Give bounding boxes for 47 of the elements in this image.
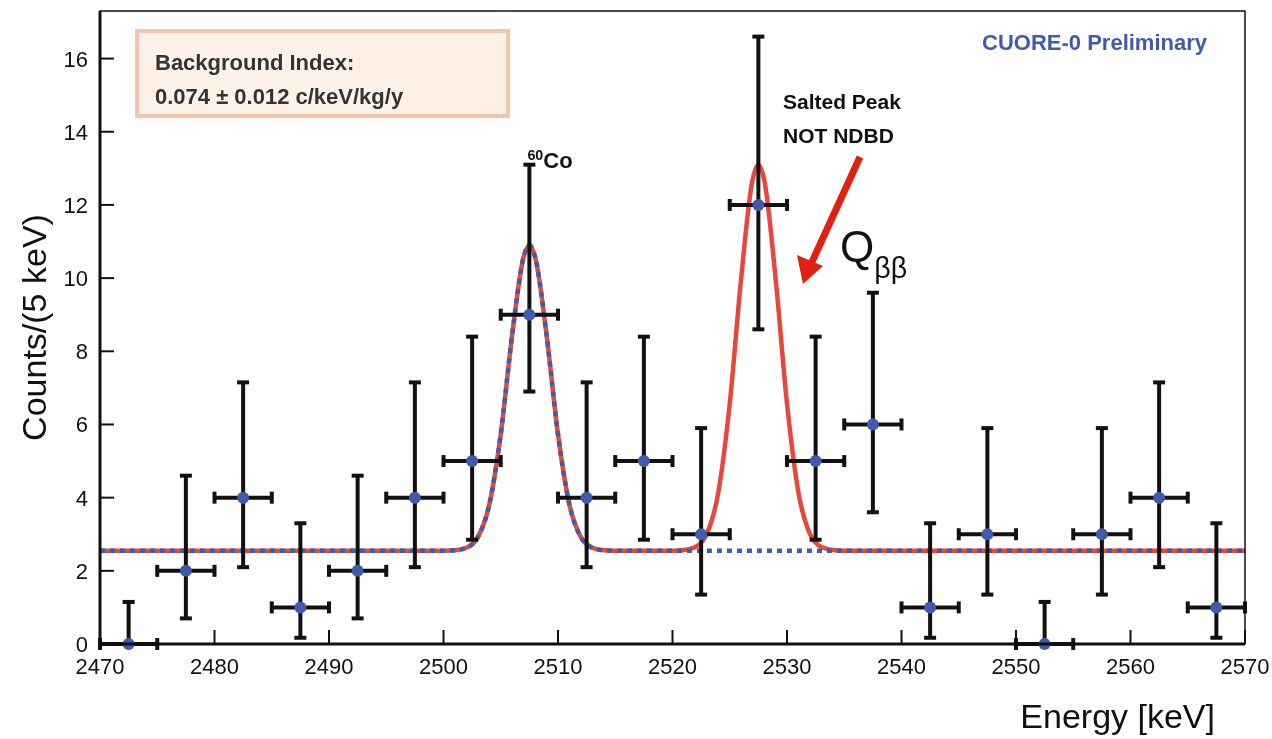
point [1153,491,1166,504]
point [1210,601,1223,614]
point [237,491,250,504]
x-tick-label: 2560 [1106,654,1155,679]
y-axis-title: Counts/(5 keV) [15,214,53,441]
x-tick-label: 2510 [533,654,583,679]
y-tick-label: 14 [63,119,88,145]
point [179,564,192,577]
annotation: Background Index: [155,50,355,75]
point [809,455,822,468]
x-tick-label: 2480 [190,654,239,679]
annotation: NOT NDBD [783,124,894,147]
y-tick-label: 2 [75,558,88,584]
point [695,528,708,541]
y-tick-label: 8 [75,339,88,365]
x-tick-label: 2570 [1220,654,1270,679]
point [866,418,879,431]
x-tick-label: 2530 [762,654,812,679]
point [1095,528,1108,541]
y-tick-label: 6 [75,412,88,438]
y-tick-label: 16 [63,46,88,72]
x-tick-label: 2490 [304,654,354,679]
x-tick-label: 2550 [991,654,1041,679]
point [924,601,937,614]
annotation: Q$_{ββ}$ [840,222,908,284]
point [523,308,536,321]
y-tick-label: 12 [63,192,88,218]
y-tick-label: 4 [75,485,88,511]
x-axis-title: Energy [keV] [1020,697,1215,735]
point [752,198,765,211]
point [466,455,479,468]
y-tick-label: 0 [75,632,88,657]
point [351,564,364,577]
point [580,491,593,504]
y-tick-label: 10 [63,266,88,292]
point [637,455,650,468]
x-tick-label: 2500 [419,654,468,679]
annotation: CUORE-0 Preliminary [982,30,1208,55]
annotation: 0.074 ± 0.012 c/keV/kg/y [155,84,404,109]
point [408,491,421,504]
x-tick-label: 2470 [75,654,125,679]
x-tick-label: 2520 [648,654,697,679]
annotation: $^{60}$Co [527,147,573,173]
x-tick-label: 2540 [877,654,926,679]
annotation: Salted Peak [783,90,902,113]
point [981,528,994,541]
point [294,601,307,614]
